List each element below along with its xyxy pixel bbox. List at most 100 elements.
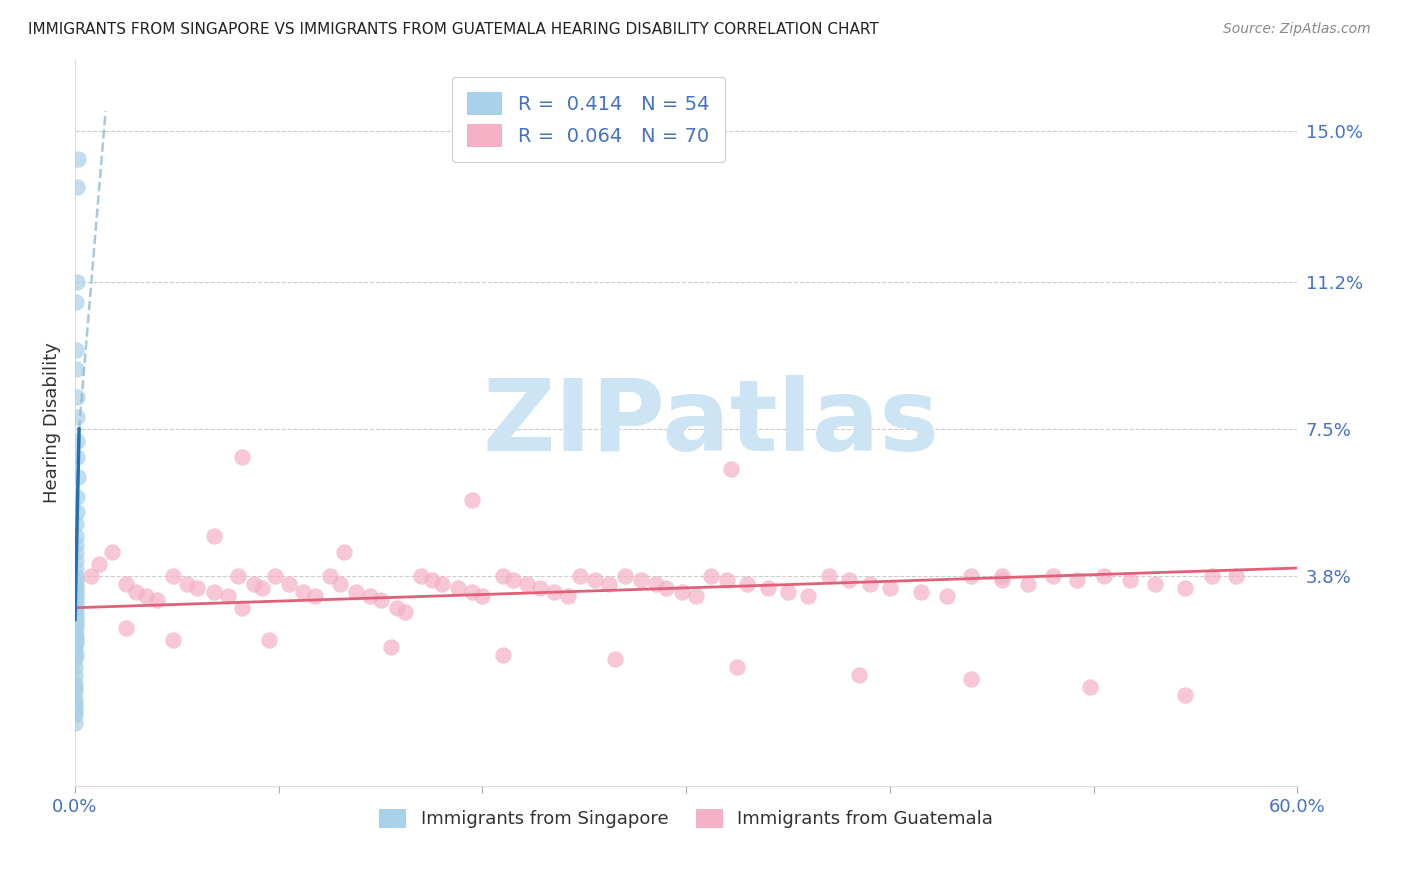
Point	[461, 493, 484, 508]
Point	[502, 573, 524, 587]
Legend: Immigrants from Singapore, Immigrants from Guatemala: Immigrants from Singapore, Immigrants fr…	[373, 802, 1000, 836]
Point	[910, 585, 932, 599]
Point	[1174, 581, 1197, 595]
Point	[65, 632, 87, 647]
Point	[65, 636, 87, 650]
Point	[65, 648, 87, 663]
Point	[65, 597, 87, 611]
Point	[838, 573, 860, 587]
Point	[329, 577, 352, 591]
Point	[226, 569, 249, 583]
Point	[936, 589, 959, 603]
Point	[65, 589, 87, 603]
Point	[277, 577, 299, 591]
Point	[65, 640, 87, 655]
Point	[263, 569, 285, 583]
Point	[63, 715, 86, 730]
Point	[1042, 569, 1064, 583]
Point	[1174, 688, 1197, 702]
Point	[569, 569, 592, 583]
Point	[231, 600, 253, 615]
Point	[63, 680, 86, 694]
Point	[125, 585, 148, 599]
Point	[411, 569, 433, 583]
Point	[655, 581, 678, 595]
Point	[63, 700, 86, 714]
Point	[65, 517, 87, 532]
Y-axis label: Hearing Disability: Hearing Disability	[44, 343, 60, 503]
Point	[630, 573, 652, 587]
Point	[162, 632, 184, 647]
Point	[671, 585, 693, 599]
Point	[1225, 569, 1247, 583]
Point	[65, 644, 87, 658]
Point	[65, 600, 87, 615]
Point	[65, 545, 87, 559]
Point	[960, 672, 983, 686]
Point	[756, 581, 779, 595]
Point	[63, 684, 86, 698]
Point	[1018, 577, 1040, 591]
Point	[65, 529, 87, 543]
Point	[63, 692, 86, 706]
Point	[162, 569, 184, 583]
Point	[737, 577, 759, 591]
Point	[720, 461, 742, 475]
Point	[65, 608, 87, 623]
Point	[66, 390, 89, 404]
Point	[333, 545, 356, 559]
Point	[65, 343, 87, 357]
Point	[516, 577, 538, 591]
Point	[598, 577, 620, 591]
Point	[243, 577, 266, 591]
Point	[492, 648, 515, 663]
Point	[66, 410, 89, 425]
Point	[603, 652, 626, 666]
Point	[65, 561, 87, 575]
Point	[461, 585, 484, 599]
Point	[63, 652, 86, 666]
Point	[430, 577, 453, 591]
Point	[543, 585, 565, 599]
Point	[447, 581, 470, 595]
Point	[65, 569, 87, 583]
Point	[471, 589, 494, 603]
Point	[176, 577, 198, 591]
Point	[63, 708, 86, 723]
Point	[66, 434, 89, 448]
Point	[217, 589, 239, 603]
Point	[65, 577, 87, 591]
Point	[848, 668, 870, 682]
Point	[725, 660, 748, 674]
Point	[257, 632, 280, 647]
Point	[66, 179, 89, 194]
Point	[115, 577, 138, 591]
Point	[135, 589, 157, 603]
Point	[716, 573, 738, 587]
Point	[145, 592, 167, 607]
Point	[66, 450, 89, 464]
Point	[1066, 573, 1088, 587]
Point	[65, 605, 87, 619]
Point	[65, 660, 87, 674]
Point	[492, 569, 515, 583]
Point	[66, 275, 89, 289]
Point	[359, 589, 381, 603]
Point	[80, 569, 103, 583]
Point	[557, 589, 579, 603]
Point	[66, 505, 89, 519]
Point	[186, 581, 208, 595]
Point	[65, 589, 87, 603]
Point	[817, 569, 839, 583]
Point	[385, 600, 408, 615]
Point	[960, 569, 983, 583]
Point	[63, 704, 86, 718]
Point	[66, 490, 89, 504]
Point	[1092, 569, 1115, 583]
Text: IMMIGRANTS FROM SINGAPORE VS IMMIGRANTS FROM GUATEMALA HEARING DISABILITY CORREL: IMMIGRANTS FROM SINGAPORE VS IMMIGRANTS …	[28, 22, 879, 37]
Text: Source: ZipAtlas.com: Source: ZipAtlas.com	[1223, 22, 1371, 37]
Point	[380, 640, 402, 655]
Point	[394, 605, 416, 619]
Point	[1078, 680, 1101, 694]
Point	[583, 573, 606, 587]
